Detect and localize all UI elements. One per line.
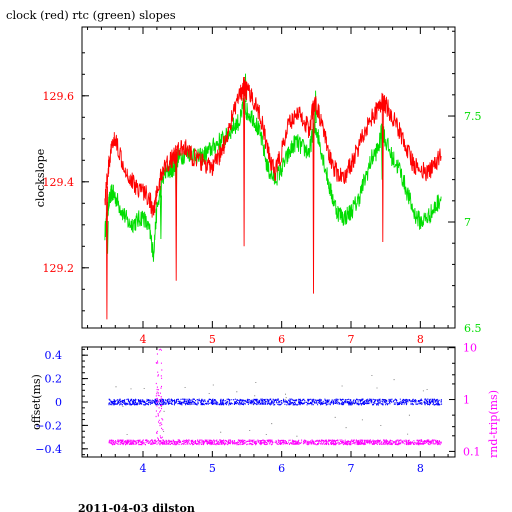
roundtrip-scatter-band — [108, 348, 442, 446]
stray-outlier-points — [115, 375, 428, 437]
bottom-left-y-tick-label: 0.4 — [45, 349, 63, 362]
top-right-y-tick-label: 7 — [464, 216, 471, 229]
bottom-panel-ticks: 4 5 6 7 8 0.4 0.2 0 −0.2 −0.4 10 1 0.1 — [35, 342, 480, 475]
top-panel-ticks: 4 5 6 7 8 129.2 129.4 129.6 6.5 7 7.5 — [43, 27, 482, 346]
bottom-right-y-tick-label: 0.1 — [463, 445, 481, 458]
top-plot-frame — [81, 26, 456, 329]
bottom-x-tick-label: 4 — [140, 462, 147, 475]
top-panel-series — [104, 73, 442, 320]
bottom-left-y-tick-label: 0.2 — [45, 373, 63, 386]
top-left-y-tick-label: 129.6 — [43, 90, 75, 103]
top-x-tick-label: 4 — [140, 333, 147, 346]
chart-title: clock (red) rtc (green) slopes — [6, 8, 176, 22]
footer-date-host: 2011-04-03 dilston — [78, 502, 195, 512]
top-right-y-tick-label: 7.5 — [464, 110, 482, 123]
top-y-axis-label: clockslope — [34, 149, 47, 207]
top-x-tick-label: 5 — [209, 333, 216, 346]
bottom-right-y-tick-label: 1 — [463, 394, 470, 407]
rtc-slope-series-line — [104, 73, 442, 262]
bottom-left-y-tick-label: −0.4 — [35, 443, 62, 456]
bottom-x-tick-label: 7 — [348, 462, 355, 475]
bottom-x-tick-label: 5 — [209, 462, 216, 475]
bottom-x-tick-label: 8 — [417, 462, 424, 475]
top-x-tick-label: 6 — [278, 333, 285, 346]
offset-scatter-band — [108, 398, 443, 406]
bottom-right-y-axis-label: rnd-trip(ms) — [487, 390, 500, 458]
bottom-panel-series — [108, 348, 443, 446]
top-x-tick-label: 8 — [417, 333, 424, 346]
bottom-left-y-tick-label: 0 — [55, 396, 62, 409]
top-right-y-tick-label: 6.5 — [464, 322, 482, 335]
bottom-left-y-axis-label: offset(ms) — [30, 374, 43, 430]
top-left-y-tick-label: 129.4 — [43, 176, 75, 189]
top-x-tick-label: 7 — [348, 333, 355, 346]
bottom-left-y-tick-label: −0.2 — [35, 419, 62, 432]
top-left-y-tick-label: 129.2 — [43, 262, 75, 275]
clock-slope-series-line — [104, 77, 442, 320]
bottom-x-tick-label: 6 — [278, 462, 285, 475]
bottom-right-y-tick-label: 10 — [463, 342, 477, 355]
